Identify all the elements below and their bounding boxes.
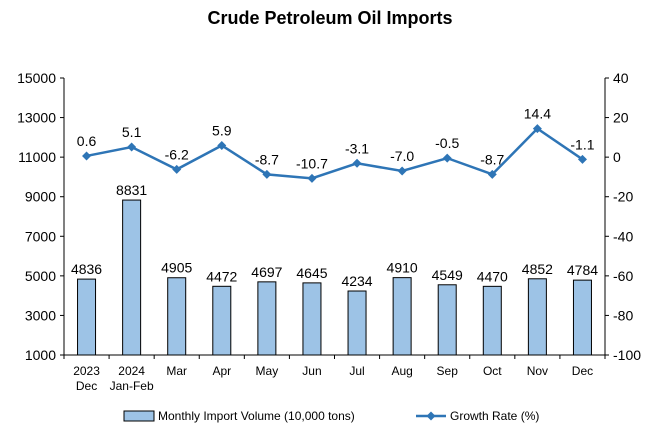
right-tick-label: 0 — [613, 149, 621, 165]
x-tick-label: Jun — [302, 364, 321, 378]
x-tick-label: 2023 — [73, 364, 100, 378]
bar — [302, 282, 322, 356]
bar — [437, 284, 457, 356]
right-tick-label: 40 — [613, 70, 629, 86]
right-tick-label: 20 — [613, 110, 629, 126]
left-tick-label: 9000 — [25, 189, 56, 205]
growth-data-label: -1.1 — [570, 136, 594, 152]
bar — [392, 277, 412, 356]
growth-data-label: -8.7 — [255, 151, 279, 167]
left-tick-label: 13000 — [17, 110, 56, 126]
bar-data-label: 8831 — [116, 182, 147, 198]
bar — [572, 279, 592, 356]
bar-data-label: 4697 — [251, 264, 282, 280]
x-tick-label: Jul — [349, 364, 364, 378]
bar — [527, 278, 547, 356]
right-tick-label: -20 — [613, 189, 633, 205]
legend-line-label: Growth Rate (%) — [450, 409, 539, 423]
growth-point — [532, 124, 542, 134]
growth-point — [172, 164, 182, 174]
growth-data-label: 5.1 — [122, 124, 142, 140]
x-tick-label: Apr — [212, 364, 231, 378]
growth-line — [86, 127, 584, 180]
growth-data-label: -3.1 — [345, 140, 369, 156]
bar-data-label: 4470 — [477, 268, 508, 284]
growth-data-label: -6.2 — [165, 146, 189, 162]
growth-data-label: -7.0 — [390, 148, 414, 164]
bar-data-label: 4472 — [206, 268, 237, 284]
growth-data-label: 14.4 — [524, 106, 551, 122]
x-tick-label: Sep — [437, 364, 459, 378]
bar — [257, 281, 277, 356]
bar — [212, 285, 232, 356]
bar-data-label: 4549 — [432, 267, 463, 283]
x-tick-label: 2024 — [118, 364, 145, 378]
x-tick-label: Jan-Feb — [110, 379, 154, 393]
legend-line-marker — [426, 411, 436, 421]
growth-data-label: -10.7 — [296, 155, 328, 171]
bar — [482, 285, 502, 356]
growth-data-label: -8.7 — [480, 151, 504, 167]
chart-title: Crude Petroleum Oil Imports — [207, 8, 453, 28]
x-tick-label: Dec — [76, 379, 97, 393]
growth-point — [217, 140, 227, 150]
growth-data-label: -0.5 — [435, 135, 459, 151]
growth-point — [127, 142, 137, 152]
x-tick-label: Mar — [166, 364, 187, 378]
bar — [167, 277, 187, 356]
bar — [347, 290, 367, 356]
bar-data-label: 4645 — [296, 265, 327, 281]
bar-data-label: 4836 — [71, 261, 102, 277]
growth-data-label: 5.9 — [212, 122, 232, 138]
growth-point — [577, 154, 587, 164]
bar-data-label: 4784 — [567, 262, 598, 278]
bar-data-label: 4234 — [341, 273, 372, 289]
x-tick-label: Oct — [483, 364, 502, 378]
left-tick-label: 5000 — [25, 268, 56, 284]
bar-data-label: 4905 — [161, 260, 192, 276]
left-tick-label: 3000 — [25, 307, 56, 323]
growth-point — [262, 169, 272, 179]
left-tick-label: 1000 — [25, 347, 56, 363]
bar — [122, 199, 142, 356]
right-tick-label: -100 — [613, 347, 641, 363]
bar — [77, 278, 97, 356]
x-tick-label: Aug — [391, 364, 412, 378]
growth-point — [352, 158, 362, 168]
left-tick-label: 7000 — [25, 228, 56, 244]
right-tick-label: -80 — [613, 307, 633, 323]
bar-data-label: 4910 — [387, 260, 418, 276]
x-tick-label: May — [256, 364, 279, 378]
bar-data-label: 4852 — [522, 261, 553, 277]
growth-point — [397, 166, 407, 176]
x-tick-label: Dec — [572, 364, 593, 378]
right-tick-label: -60 — [613, 268, 633, 284]
x-tick-label: Nov — [527, 364, 548, 378]
legend-bar-label: Monthly Import Volume (10,000 tons) — [158, 409, 355, 423]
growth-point — [487, 169, 497, 179]
left-tick-label: 15000 — [17, 70, 56, 86]
right-tick-label: -40 — [613, 228, 633, 244]
growth-point — [442, 153, 452, 163]
left-tick-label: 11000 — [18, 149, 56, 165]
growth-point — [307, 173, 317, 183]
growth-data-label: 0.6 — [77, 133, 97, 149]
growth-point — [82, 151, 92, 161]
legend-bar-swatch — [123, 410, 155, 422]
